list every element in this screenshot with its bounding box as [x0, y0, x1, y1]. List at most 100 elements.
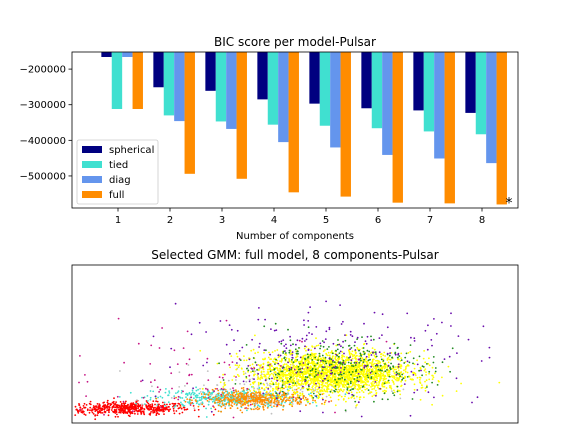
scatter-point: [198, 321, 201, 324]
scatter-point: [117, 317, 120, 320]
scatter-point: [315, 326, 318, 328]
scatter-point: [269, 404, 272, 407]
scatter-point: [294, 348, 297, 351]
scatter-point: [182, 347, 185, 349]
scatter-point: [333, 366, 335, 369]
scatter-point: [275, 378, 278, 381]
scatter-point: [181, 397, 184, 399]
scatter-point: [321, 369, 324, 372]
scatter-point: [356, 374, 359, 377]
scatter-point: [426, 384, 428, 387]
scatter-point: [370, 339, 373, 341]
scatter-point: [230, 396, 232, 399]
scatter-point: [173, 412, 176, 415]
scatter-point: [307, 356, 309, 359]
scatter-point: [307, 348, 310, 351]
scatter-point: [141, 379, 144, 382]
scatter-point: [257, 351, 259, 354]
scatter-point: [152, 411, 155, 414]
scatter-point: [279, 389, 282, 392]
scatter-point: [149, 398, 152, 401]
scatter-point: [163, 413, 165, 415]
scatter-point: [488, 356, 491, 359]
scatter-point: [178, 407, 181, 409]
scatter-point: [243, 383, 246, 386]
scatter-point: [121, 403, 123, 405]
scatter-point: [136, 413, 139, 415]
scatter-point: [79, 355, 81, 357]
scatter-point: [309, 369, 312, 372]
scatter-point: [163, 407, 166, 409]
scatter-point: [236, 396, 238, 399]
scatter-point: [328, 371, 331, 373]
scatter-point: [173, 395, 176, 397]
scatter-point: [346, 357, 348, 359]
scatter-point: [284, 377, 287, 380]
scatter-point: [324, 382, 327, 384]
scatter-point: [161, 327, 164, 329]
scatter-point: [168, 392, 171, 394]
scatter-point: [342, 346, 344, 349]
scatter-point: [317, 376, 319, 378]
scatter-point: [228, 364, 231, 366]
scatter-point: [245, 394, 248, 397]
scatter-point: [190, 373, 193, 376]
scatter-point: [339, 371, 342, 373]
scatter-point: [245, 376, 248, 378]
scatter-point: [370, 335, 372, 338]
scatter-point: [385, 390, 387, 393]
scatter-point: [118, 396, 121, 398]
scatter-point: [374, 370, 377, 373]
scatter-point: [366, 380, 368, 383]
scatter-point: [291, 358, 293, 361]
scatter-point: [114, 415, 117, 418]
scatter-point: [262, 408, 265, 411]
scatter-point: [251, 403, 254, 406]
scatter-point: [196, 394, 199, 397]
scatter-point: [418, 369, 421, 372]
scatter-point: [369, 378, 371, 380]
scatter-point: [335, 359, 338, 362]
scatter-point: [386, 326, 389, 329]
scatter-point: [108, 411, 110, 414]
scatter-point: [341, 377, 344, 379]
scatter-point: [348, 353, 351, 355]
scatter-point: [316, 368, 319, 371]
scatter-point: [250, 408, 253, 411]
scatter-point: [358, 396, 361, 399]
scatter-point: [281, 367, 284, 369]
scatter-point: [198, 399, 201, 402]
scatter-point: [391, 375, 393, 377]
scatter-point: [189, 402, 192, 405]
scatter-point: [304, 378, 307, 381]
scatter-point: [307, 320, 310, 322]
scatter-point: [282, 352, 285, 354]
scatter-point: [413, 367, 416, 370]
scatter-point: [364, 373, 366, 376]
scatter-point: [352, 388, 355, 390]
scatter-point: [253, 392, 255, 395]
scatter-point: [396, 376, 398, 379]
scatter-point: [133, 410, 136, 413]
scatter-point: [334, 411, 336, 414]
scatter-point: [263, 351, 265, 354]
scatter-point: [119, 401, 122, 403]
scatter-point: [220, 395, 223, 398]
scatter-point: [409, 414, 412, 417]
scatter-point: [303, 319, 305, 322]
scatter-point: [149, 396, 152, 399]
scatter-point: [250, 371, 252, 373]
scatter-point: [129, 412, 132, 415]
scatter-point: [210, 398, 213, 401]
scatter-point: [261, 395, 264, 397]
scatter-point: [78, 381, 80, 384]
scatter-point: [433, 396, 435, 399]
scatter-point: [388, 371, 391, 373]
scatter-point: [234, 394, 237, 396]
scatter-point: [222, 386, 225, 388]
scatter-point: [369, 373, 372, 376]
scatter-point: [285, 382, 288, 384]
scatter-point: [249, 399, 251, 402]
scatter-point: [447, 365, 450, 368]
scatter-point: [327, 351, 330, 354]
